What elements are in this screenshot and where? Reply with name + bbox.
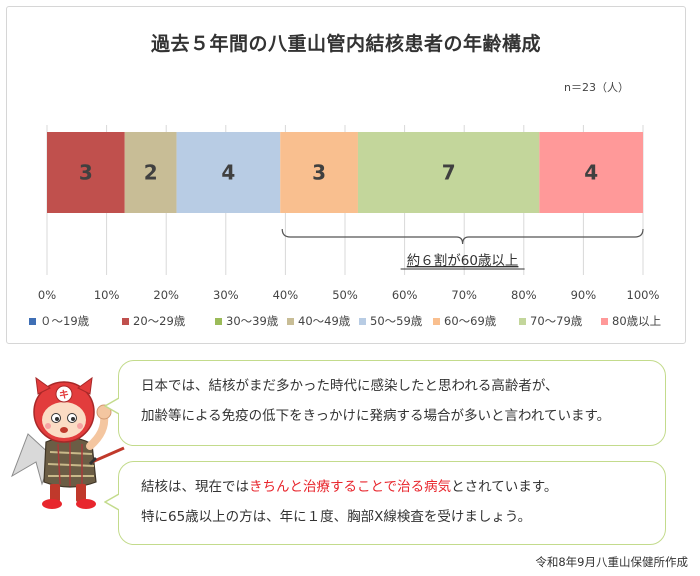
bubble-2-tail [104,493,122,511]
legend-item: 50～59歳 [359,313,422,329]
bubble1-line2: 加齢等による免疫の低下をきっかけに発病する場合が多いと言われています。 [141,408,611,424]
legend-swatch [359,317,366,325]
mascot-sword [91,446,125,464]
legend-label: 30～39歳 [226,314,279,328]
legend-label: ０～19歳 [40,314,90,328]
annotation-text: 約６割が60歳以上 [407,252,519,269]
x-tick-label: 20% [153,288,179,302]
bar-segment [357,132,540,213]
legend-swatch [433,317,440,325]
bar-value-label: 4 [584,161,598,185]
x-tick-label: 30% [213,288,239,302]
x-tick-label: 10% [94,288,120,302]
bubble2-line1-a: 結核は、現在では [141,479,249,495]
bubble-1-tail [104,397,122,415]
sample-size-note: n＝23（人） [564,81,629,94]
x-tick-label: 100% [627,288,660,302]
legend-swatch [215,317,222,325]
legend-swatch [519,317,526,325]
bubble2-line1-b: とされています。 [451,479,558,495]
x-tick-label: 70% [451,288,477,302]
annotation-bracket [281,228,644,245]
speech-bubble-2: 結核は、現在ではきちんと治療することで治る病気とされています。 特に65歳以上の… [118,461,666,545]
bar-segment [124,132,177,213]
stacked-bar-chart: 0% 10% 20% 30% 40% 50% 60% 70% 80% 90% 100% 3 2 4 3 7 4 約… [38,125,660,302]
legend-label: 50～59歳 [370,314,423,328]
x-tick-label: 0% [38,288,56,302]
bar-value-label: 4 [221,161,235,185]
chart-title: 過去５年間の八重山管内結核患者の年齢構成 [150,33,541,55]
bar-segment [280,132,358,213]
bubble2-accent-text: きちんと治療することで治る病気 [249,479,452,495]
legend-label: 70～79歳 [530,314,583,328]
speech-bubble-1: 日本では、結核がまだ多かった時代に感染したと思われる高齢者が、 加齢等による免疫… [118,360,666,446]
legend-item: 30～39歳 [215,313,278,329]
bar-segment [176,132,281,213]
bubble2-line2: 特に65歳以上の方は、年に１度、胸部X線検査を受けましょう。 [141,509,532,525]
legend-item: 60～69歳 [433,313,496,329]
bubble2-line1: 結核は、現在ではきちんと治療することで治る病気とされています。 [141,472,665,502]
legend-item: 70～79歳 [519,313,582,329]
legend-item: 20～29歳 [122,313,185,329]
mascot-badge-text: キ [59,389,69,401]
legend: ０～19歳 20～29歳 30～39歳 40～49歳 50～59歳 60～69歳 70～79… [29,313,679,331]
bar-value-label: 3 [79,161,93,185]
chart-panel: 過去５年間の八重山管内結核患者の年齢構成 n＝23（人） 0% 10% 20% 30%… [6,6,686,344]
bar-segment [539,132,643,213]
bar-segment [47,132,125,213]
legend-swatch [122,317,129,325]
legend-label: 20～29歳 [133,314,186,328]
bar-value-label: 2 [144,161,158,185]
x-tick-label: 80% [511,288,537,302]
bar-value-label: 3 [312,161,326,185]
footer-credit: 令和8年9月八重山保健所作成 [535,555,688,569]
mascot-badge [55,385,73,403]
legend-label: 80歳以上 [612,314,662,328]
legend-swatch [29,317,36,325]
legend-item: ０～19歳 [29,313,89,329]
legend-swatch [601,317,608,325]
legend-item: 40～49歳 [287,313,350,329]
x-tick-label: 60% [392,288,418,302]
legend-label: 40～49歳 [298,314,351,328]
legend-label: 60～69歳 [444,314,497,328]
legend-item: 80歳以上 [601,313,661,329]
bubble1-line1: 日本では、結核がまだ多かった時代に感染したと思われる高齢者が、 [141,378,559,394]
x-tick-label: 90% [571,288,597,302]
bar-value-label: 7 [442,161,456,185]
mascot-illustration: キ [11,376,125,509]
x-tick-label: 40% [273,288,299,302]
legend-swatch [287,317,294,325]
x-tick-label: 50% [332,288,358,302]
